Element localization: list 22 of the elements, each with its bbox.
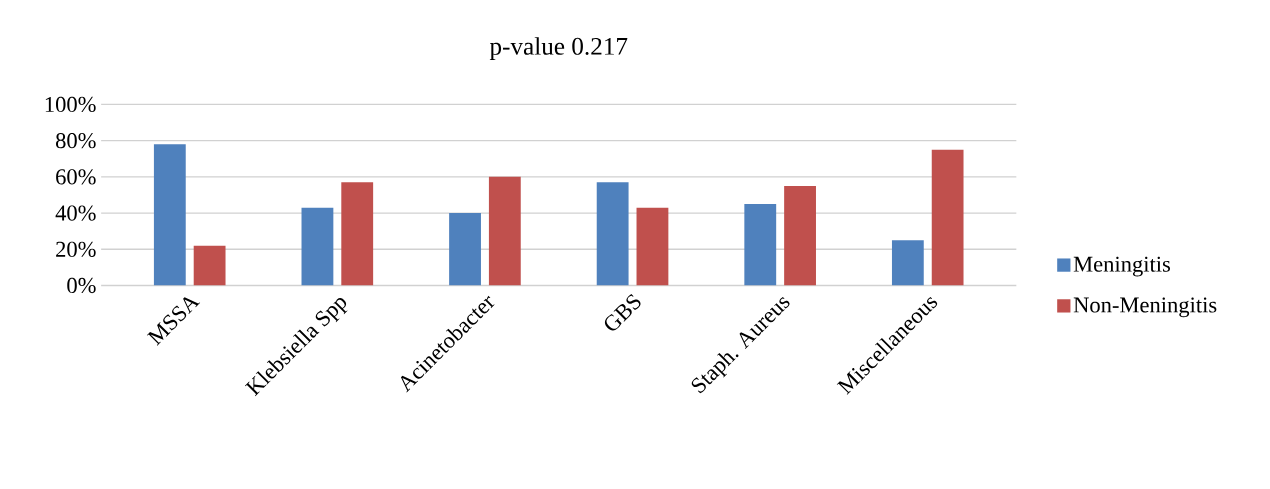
y-tick-label: 20% xyxy=(56,241,96,257)
y-tick-label: 80% xyxy=(55,132,96,149)
bar xyxy=(596,182,629,286)
bar xyxy=(488,176,521,286)
bar xyxy=(341,182,374,286)
bar xyxy=(636,207,669,286)
legend-label: Non-Meningitis xyxy=(1073,297,1217,318)
bar xyxy=(153,144,186,286)
bar xyxy=(449,212,481,286)
chart-title: p-value 0.217 xyxy=(489,36,628,60)
y-tick-label: 40% xyxy=(55,205,96,221)
y-tick-label: 60% xyxy=(56,169,96,185)
bar xyxy=(193,245,226,286)
bar xyxy=(891,240,924,286)
bar xyxy=(784,185,816,286)
y-tick-label: 100% xyxy=(45,96,96,112)
x-tick-label: GBS xyxy=(604,293,641,331)
bar xyxy=(301,207,334,286)
y-tick-label: 0% xyxy=(67,277,96,293)
bar xyxy=(744,203,777,286)
legend-label: Meningitis xyxy=(1073,256,1171,277)
bar xyxy=(931,149,964,286)
